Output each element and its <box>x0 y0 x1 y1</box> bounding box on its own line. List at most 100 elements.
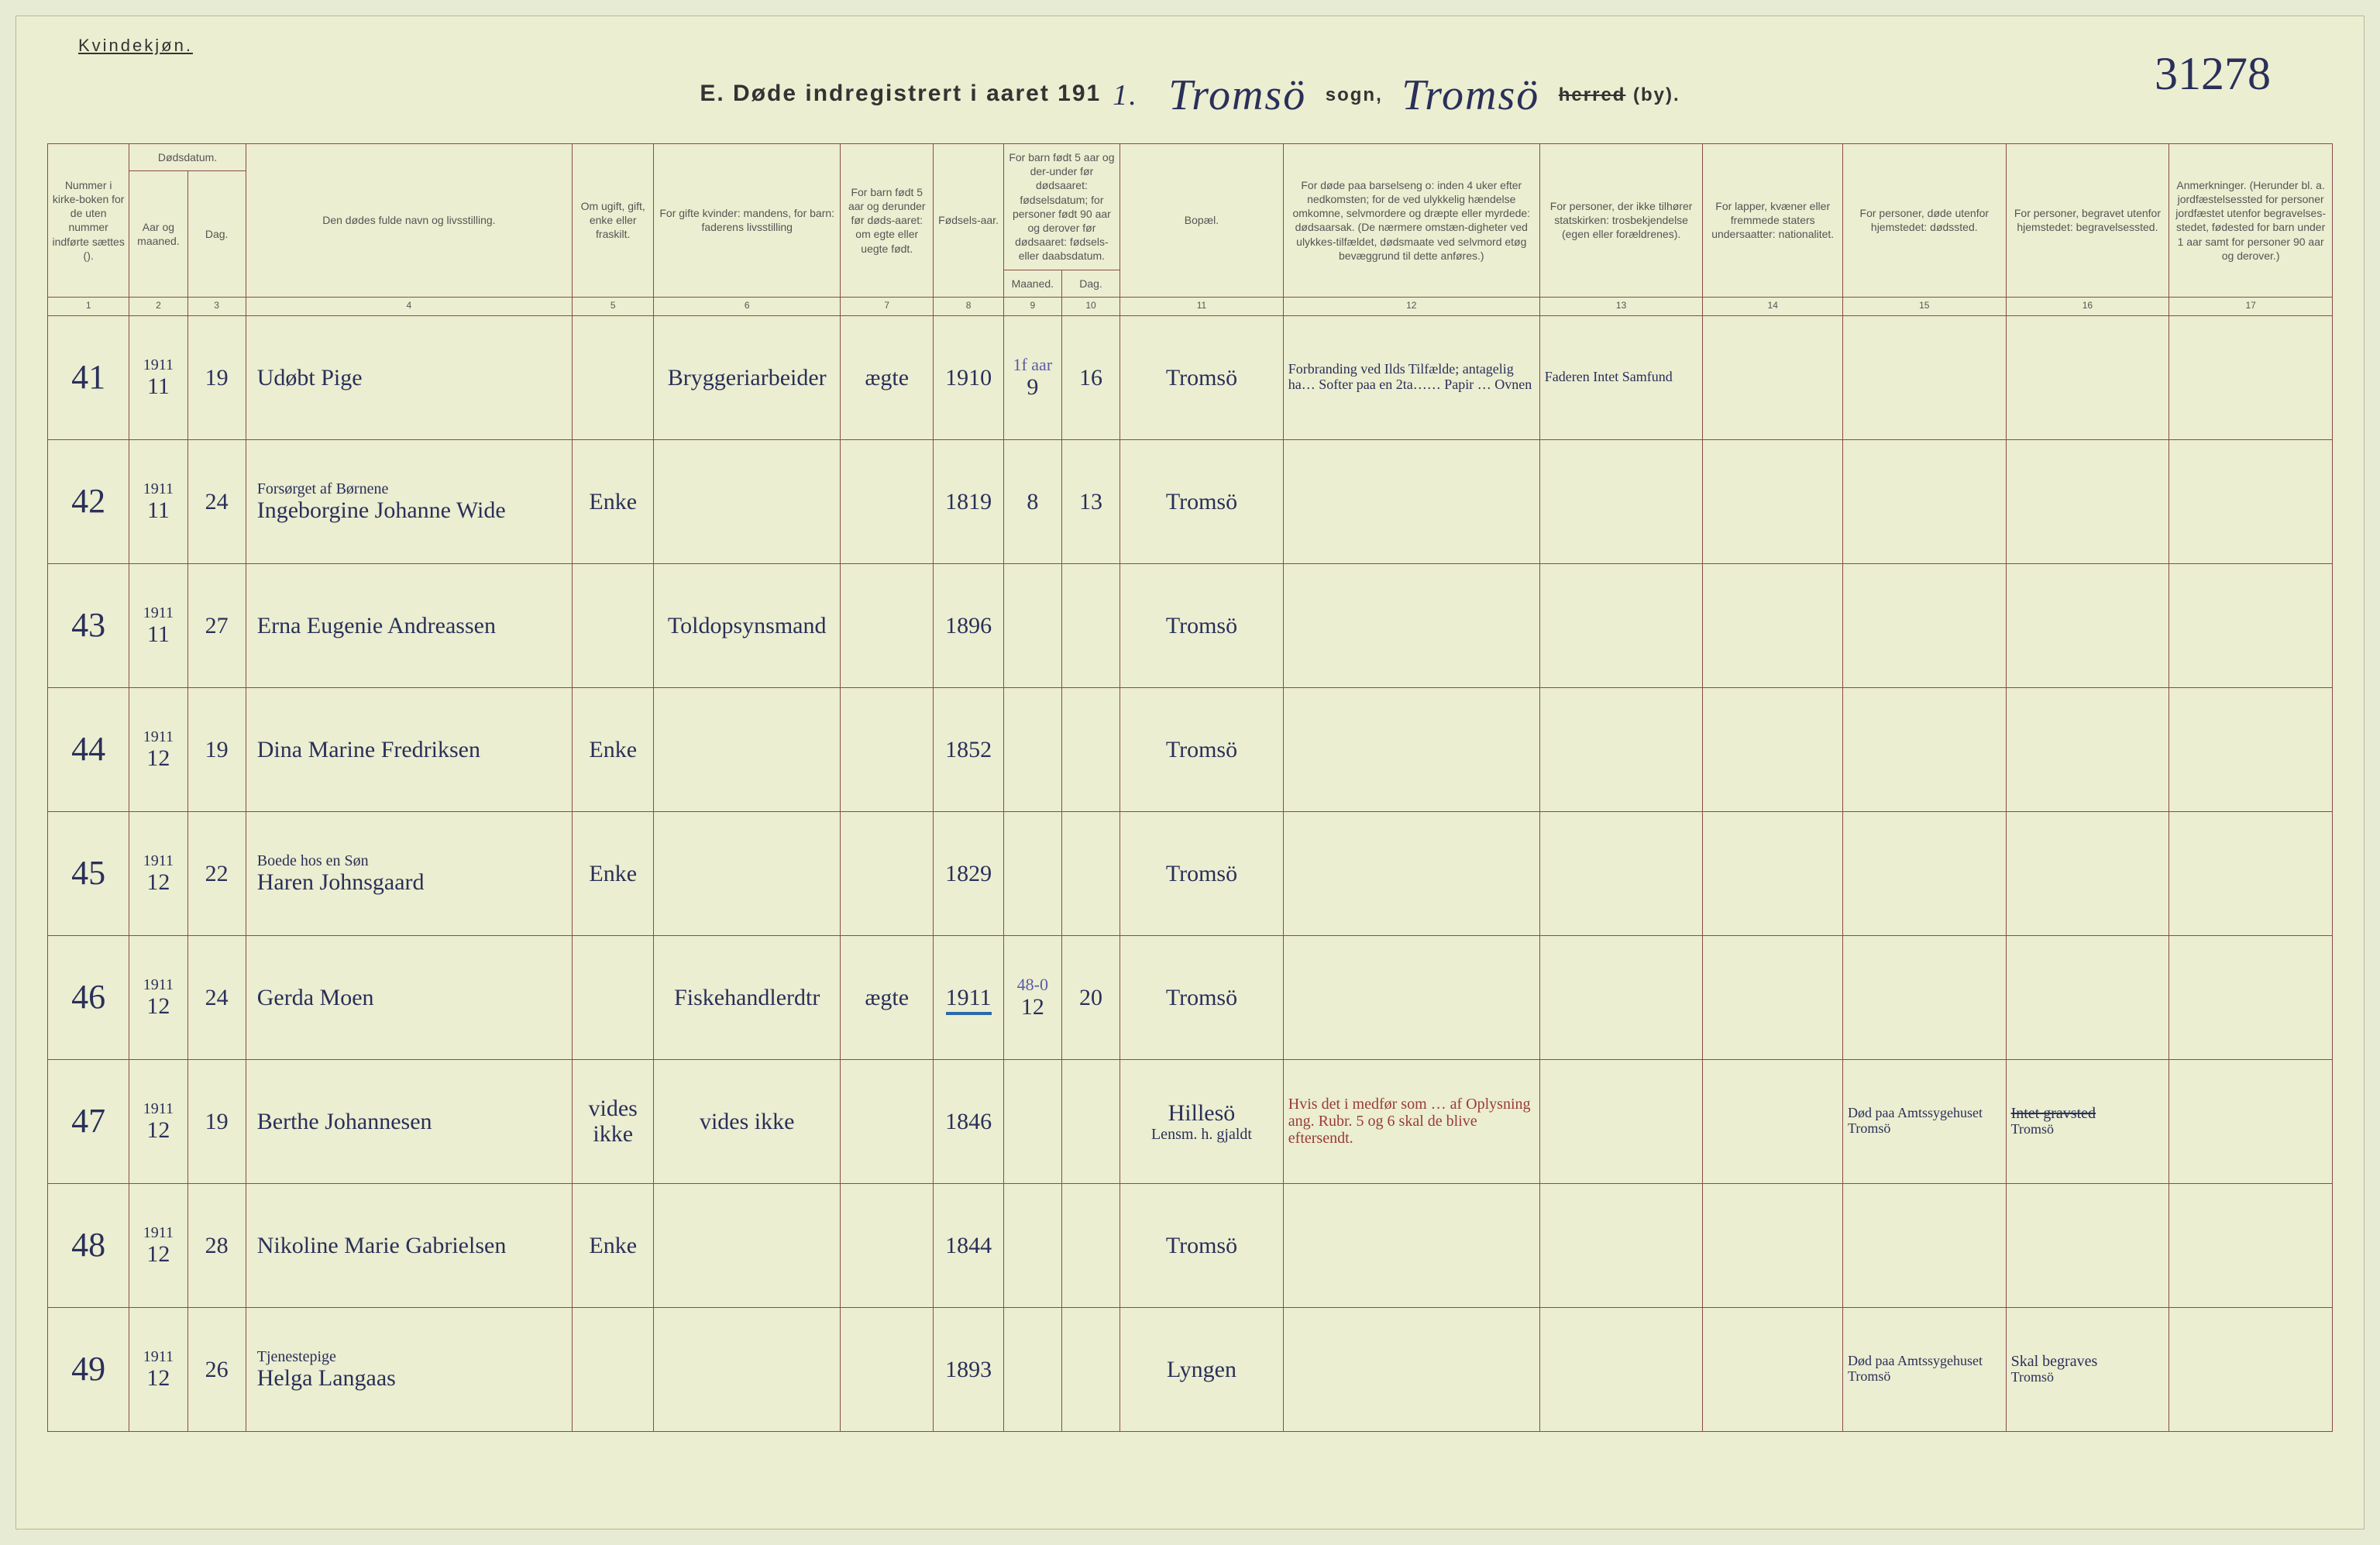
cell: Tromsö <box>1120 439 1284 563</box>
h-c1: Nummer i kirke-boken for de uten nummer … <box>48 144 129 298</box>
h-c6: For gifte kvinder: mandens, for barn: fa… <box>654 144 841 298</box>
colnum: 13 <box>1539 297 1703 315</box>
column-numbers-row: 1 2 3 4 5 6 7 8 9 10 11 12 13 14 15 16 1… <box>48 297 2333 315</box>
herred-label-strike: herred <box>1559 84 1626 105</box>
cell: 1844 <box>934 1183 1003 1307</box>
colnum: 14 <box>1703 297 1843 315</box>
cell <box>1539 1307 1703 1431</box>
cell <box>1003 687 1061 811</box>
cell <box>841 1183 934 1307</box>
cell <box>1283 1183 1539 1307</box>
cell <box>1539 439 1703 563</box>
colnum: 10 <box>1061 297 1119 315</box>
cell: Tromsö <box>1120 811 1284 935</box>
cell: Tromsö <box>1120 315 1284 439</box>
cell: Tromsö <box>1120 935 1284 1059</box>
cell: Forsørget af BørneneIngeborgine Johanne … <box>246 439 572 563</box>
cell <box>1703 563 1843 687</box>
cell <box>1283 687 1539 811</box>
colnum: 11 <box>1120 297 1284 315</box>
cell: Gerda Moen <box>246 935 572 1059</box>
cell: 49 <box>48 1307 129 1431</box>
colnum: 1 <box>48 297 129 315</box>
cell <box>1842 935 2006 1059</box>
cell: TjenestepigeHelga Langaas <box>246 1307 572 1431</box>
cell: 191111 <box>129 315 187 439</box>
table-row: 4319111127Erna Eugenie AndreassenToldops… <box>48 563 2333 687</box>
cell <box>573 1307 654 1431</box>
cell: 20 <box>1061 935 1119 1059</box>
cell <box>1539 811 1703 935</box>
cell: Enke <box>573 811 654 935</box>
herred-value: Tromsö <box>1402 71 1539 120</box>
cell <box>1539 1059 1703 1183</box>
cell: 191112 <box>129 1059 187 1183</box>
h-c15: For personer, døde utenfor hjemstedet: d… <box>1842 144 2006 298</box>
cell <box>1003 1183 1061 1307</box>
cell <box>841 1307 934 1431</box>
cell: Skal begravesTromsö <box>2006 1307 2169 1431</box>
cell <box>2169 439 2333 563</box>
cell <box>1703 1059 1843 1183</box>
cell: Lyngen <box>1120 1307 1284 1431</box>
cell: 42 <box>48 439 129 563</box>
ledger-page: Kvindekjøn. 31278 E. Døde indregistrert … <box>15 15 2365 1530</box>
cell: 45 <box>48 811 129 935</box>
cell: 1911 <box>934 935 1003 1059</box>
cell <box>1283 811 1539 935</box>
cell: 1846 <box>934 1059 1003 1183</box>
cell <box>2006 687 2169 811</box>
cell: 24 <box>187 935 246 1059</box>
h-c3: Dag. <box>187 171 246 298</box>
h-c7: For barn født 5 aar og derunder før døds… <box>841 144 934 298</box>
cell: HillesöLensm. h. gjaldt <box>1120 1059 1284 1183</box>
h-c10: Dag. <box>1061 270 1119 297</box>
cell: Faderen Intet Samfund <box>1539 315 1703 439</box>
cell <box>841 439 934 563</box>
cell <box>841 563 934 687</box>
cell: 1910 <box>934 315 1003 439</box>
table-row: 4219111124Forsørget af BørneneIngeborgin… <box>48 439 2333 563</box>
cell <box>573 935 654 1059</box>
cell: 13 <box>1061 439 1119 563</box>
cell <box>1703 811 1843 935</box>
colnum: 15 <box>1842 297 2006 315</box>
cell <box>2169 1307 2333 1431</box>
h-c4: Den dødes fulde navn og livsstilling. <box>246 144 572 298</box>
cell: Enke <box>573 1183 654 1307</box>
cell: vides ikke <box>654 1059 841 1183</box>
cell <box>1842 563 2006 687</box>
h-c2a: Dødsdatum. <box>129 144 246 171</box>
cell: ægte <box>841 935 934 1059</box>
h-c11: Bopæl. <box>1120 144 1284 298</box>
cell <box>1539 935 1703 1059</box>
cell: 43 <box>48 563 129 687</box>
cell: 1893 <box>934 1307 1003 1431</box>
cell: 16 <box>1061 315 1119 439</box>
cell: 191112 <box>129 687 187 811</box>
table-row: 4819111228Nikoline Marie GabrielsenEnke1… <box>48 1183 2333 1307</box>
cell <box>573 315 654 439</box>
cell: 26 <box>187 1307 246 1431</box>
cell: 19 <box>187 315 246 439</box>
table-row: 4519111222Boede hos en SønHaren Johnsgaa… <box>48 811 2333 935</box>
cell: Dina Marine Fredriksen <box>246 687 572 811</box>
cell: Fiskehandlerdtr <box>654 935 841 1059</box>
cell <box>2169 1183 2333 1307</box>
cell <box>1283 563 1539 687</box>
cell <box>1842 811 2006 935</box>
cell: Berthe Johannesen <box>246 1059 572 1183</box>
cell <box>2169 1059 2333 1183</box>
colnum: 3 <box>187 297 246 315</box>
h-c13: For personer, der ikke tilhører statskir… <box>1539 144 1703 298</box>
cell <box>1061 811 1119 935</box>
cell: Tromsö <box>1120 687 1284 811</box>
cell: 48 <box>48 1183 129 1307</box>
h-c5: Om ugift, gift, enke eller fraskilt. <box>573 144 654 298</box>
cell <box>1703 1183 1843 1307</box>
table-row: 4719111219Berthe Johannesenvides ikkevid… <box>48 1059 2333 1183</box>
cell <box>2169 811 2333 935</box>
cell <box>1842 687 2006 811</box>
cell: Nikoline Marie Gabrielsen <box>246 1183 572 1307</box>
colnum: 5 <box>573 297 654 315</box>
